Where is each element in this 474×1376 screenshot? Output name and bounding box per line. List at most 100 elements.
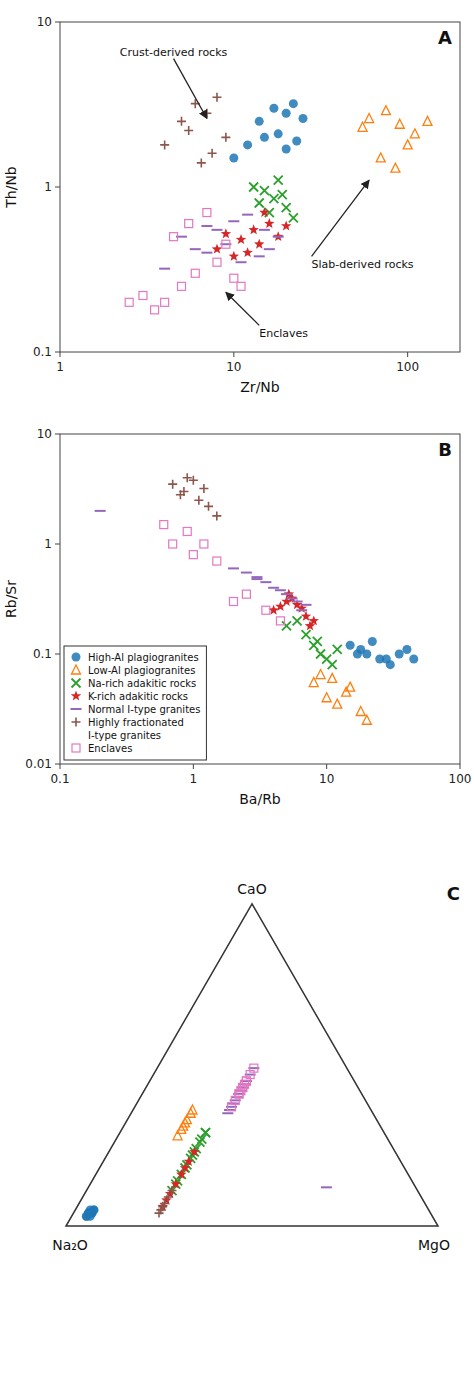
point	[213, 258, 221, 266]
point	[229, 153, 238, 162]
point	[211, 229, 222, 231]
y-tick-label: 10	[37, 427, 52, 441]
point	[260, 133, 269, 142]
point	[222, 1112, 233, 1114]
x-axis-label: Ba/Rb	[239, 791, 281, 807]
y-tick-label: 1	[44, 537, 52, 551]
point	[281, 593, 292, 595]
point	[321, 1186, 332, 1188]
point	[275, 601, 285, 611]
point	[237, 1087, 245, 1095]
point	[255, 198, 264, 207]
point	[195, 1138, 204, 1147]
point	[168, 480, 177, 489]
point	[236, 261, 247, 263]
point	[185, 220, 193, 228]
legend-entry-line: Low-Al plagiogranites	[88, 665, 195, 676]
legend-marker	[72, 744, 80, 752]
point	[178, 282, 186, 290]
point	[249, 183, 258, 192]
point	[179, 1121, 188, 1130]
point	[273, 236, 284, 238]
x-tick	[193, 764, 194, 769]
point	[301, 604, 312, 606]
legend-entry-line: High-Al plagiogranites	[88, 652, 199, 663]
point	[179, 487, 188, 496]
point	[259, 229, 270, 231]
point	[221, 133, 230, 142]
point	[346, 641, 355, 650]
point	[316, 670, 325, 679]
legend-entry-line: Enclaves	[88, 743, 132, 754]
point	[213, 557, 221, 565]
legend-entry: High-Al plagiogranites	[88, 652, 199, 663]
point	[158, 1202, 167, 1211]
point	[299, 114, 308, 123]
point	[201, 1128, 210, 1137]
point	[305, 620, 315, 630]
legend-entry: K-rich adakitic rocks	[88, 691, 188, 702]
annotation-arrow	[226, 292, 259, 325]
point	[395, 650, 404, 659]
x-tick	[60, 352, 61, 357]
point	[333, 645, 342, 654]
point	[368, 637, 377, 646]
point	[189, 1146, 199, 1156]
x-tick-label: 0.1	[50, 772, 69, 786]
y-axis-label: Th/Nb	[3, 166, 19, 209]
point	[302, 630, 311, 639]
point	[86, 1205, 95, 1214]
point	[228, 220, 239, 222]
point	[254, 255, 265, 257]
x-tick-label: 10	[226, 360, 241, 374]
legend-entry-line: Normal I-type granites	[88, 704, 200, 715]
point	[236, 234, 246, 244]
legend-box	[64, 646, 206, 760]
y-tick-label: 0.1	[33, 345, 52, 359]
point	[281, 221, 291, 231]
point	[177, 117, 186, 126]
point	[242, 590, 250, 598]
point	[229, 251, 239, 261]
x-tick-label: 100	[396, 360, 419, 374]
point	[160, 140, 169, 149]
annotation-arrow	[312, 180, 370, 256]
y-tick-label: 10	[37, 15, 52, 29]
y-tick	[55, 22, 60, 23]
point	[190, 248, 201, 250]
point	[251, 578, 262, 580]
legend-marker	[72, 718, 81, 727]
legend-entry: Highly fractionatedI-type granites	[88, 717, 184, 741]
y-tick	[55, 434, 60, 435]
point	[125, 298, 133, 306]
point	[255, 117, 264, 126]
point	[293, 616, 302, 625]
point	[282, 109, 291, 118]
legend-marker	[72, 653, 81, 662]
point	[222, 240, 230, 248]
legend-entry-line: K-rich adakitic rocks	[88, 691, 188, 702]
point	[328, 673, 337, 682]
panel-label: B	[438, 439, 452, 460]
plot-frame	[60, 434, 460, 764]
point	[410, 129, 419, 138]
point	[287, 597, 298, 599]
point	[333, 699, 342, 708]
annotation-arrow	[174, 59, 207, 119]
point	[268, 587, 279, 589]
point	[183, 527, 191, 535]
x-tick	[460, 764, 461, 769]
x-tick	[233, 352, 234, 357]
y-tick-label: 1	[44, 180, 52, 194]
legend: High-Al plagiogranites Low-Al plagiograni…	[64, 646, 206, 760]
point	[262, 606, 270, 614]
point	[365, 114, 374, 123]
point	[189, 551, 197, 559]
legend-items: High-Al plagiogranites Low-Al plagiograni…	[71, 652, 201, 754]
point	[212, 511, 221, 520]
y-tick-label: 0.1	[33, 647, 52, 661]
point	[184, 126, 193, 135]
point	[230, 274, 238, 282]
legend-marker	[72, 665, 81, 674]
point	[200, 540, 208, 548]
